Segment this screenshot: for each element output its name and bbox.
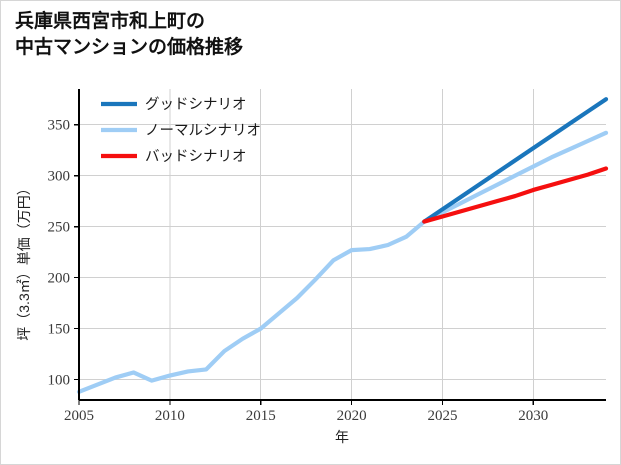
x-tick-label: 2020 [337, 408, 367, 424]
y-tick-label: 150 [48, 322, 71, 338]
y-tick-label: 250 [48, 220, 71, 236]
page-title: 兵庫県西宮市和上町の 中古マンションの価格推移 [15, 11, 244, 58]
y-tick-label: 200 [48, 271, 71, 287]
x-tick-label: 2015 [246, 408, 276, 424]
x-tick-label: 2025 [427, 408, 457, 424]
series-line [422, 97, 609, 224]
axes [74, 89, 606, 405]
x-tick-label: 2005 [64, 408, 94, 424]
legend-label: ノーマルシナリオ [145, 123, 261, 139]
y-tick-label: 300 [48, 169, 71, 185]
legend-label: バッドシナリオ [145, 149, 247, 165]
x-tick-labels: 2005 2010 2015 2020 2025 2030 [64, 408, 548, 424]
x-axis-title: 年 [335, 429, 349, 445]
series-line [76, 130, 609, 394]
x-tick-label: 2010 [155, 408, 185, 424]
series-lines [76, 97, 609, 394]
y-tick-label: 350 [48, 118, 71, 134]
y-axis-title: 坪（3.3㎡）単価（万円） [16, 181, 32, 340]
y-tick-label: 100 [48, 373, 71, 389]
x-tick-label: 2030 [518, 408, 548, 424]
y-tick-labels: 100 150 200 250 300 350 [48, 118, 71, 389]
legend-label: グッドシナリオ [145, 96, 247, 113]
series-line [422, 166, 609, 224]
